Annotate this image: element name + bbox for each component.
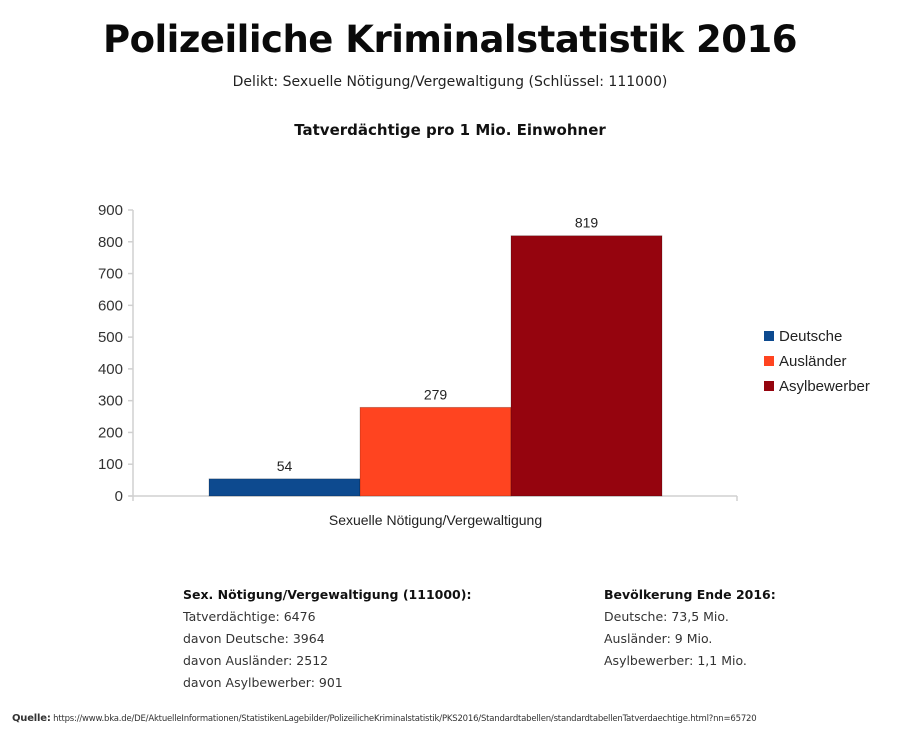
population-info-line: Deutsche: 73,5 Mio. [604,609,729,624]
suspects-info-heading: Sex. Nötigung/Vergewaltigung (111000): [183,587,472,602]
y-tick-label: 200 [98,424,123,441]
y-tick-label: 400 [98,361,123,378]
chart-bars [208,235,663,497]
population-info: Bevölkerung Ende 2016: Deutsche: 73,5 Mi… [604,584,776,672]
suspects-info: Sex. Nötigung/Vergewaltigung (111000): T… [183,584,471,694]
data-label: 819 [575,215,599,231]
y-tick-label: 100 [98,456,123,473]
legend-label: Ausländer [779,353,847,370]
y-tick-label: 600 [98,297,123,314]
population-info-line: Asylbewerber: 1,1 Mio. [604,653,747,668]
legend-label: Deutsche [779,328,842,345]
y-tick-label: 300 [98,393,123,410]
source-label: Quelle: [12,713,51,724]
bar-asylbewerber [510,235,663,497]
source-note: Quelle: https://www.bka.de/DE/AktuelleIn… [12,713,757,724]
chart-title: Tatverdächtige pro 1 Mio. Einwohner [294,121,606,139]
page-title: Polizeiliche Kriminalstatistik 2016 [102,18,798,61]
page-subtitle: Delikt: Sexuelle Nötigung/Vergewaltigung… [232,74,668,90]
y-tick-label: 0 [115,488,123,505]
suspects-info-line: Tatverdächtige: 6476 [183,609,316,624]
x-category-label: Sexuelle Nötigung/Vergewaltigung [329,512,542,528]
legend-swatch [764,381,774,391]
bar-deutsche [208,478,361,497]
chart-legend: Deutsche Ausländer Asylbewerber [764,328,870,395]
data-label: 279 [424,386,448,402]
suspects-info-line: davon Ausländer: 2512 [183,653,329,668]
source-url: https://www.bka.de/DE/AktuelleInformatio… [53,714,757,724]
y-tick-label: 800 [98,234,123,251]
legend-swatch [764,331,774,341]
y-tick-label: 500 [98,329,123,346]
bar-chart: 0 100 200 300 400 500 600 700 800 900 Sexuelle Nöt… [98,202,870,528]
suspects-info-line: davon Deutsche: 3964 [183,631,325,646]
legend-label: Asylbewerber [779,378,870,395]
suspects-info-line: davon Asylbewerber: 901 [183,675,343,690]
population-info-line: Ausländer: 9 Mio. [604,631,713,646]
y-tick-label: 700 [98,266,123,283]
chart-data-labels: 54 279 819 [277,215,599,474]
population-info-heading: Bevölkerung Ende 2016: [604,587,776,602]
y-tick-label: 900 [98,202,123,219]
chart-axes: 0 100 200 300 400 500 600 700 800 900 Sexuelle Nöt… [98,202,738,528]
data-label: 54 [277,458,293,474]
bar-ausländer [359,406,512,497]
legend-swatch [764,356,774,366]
